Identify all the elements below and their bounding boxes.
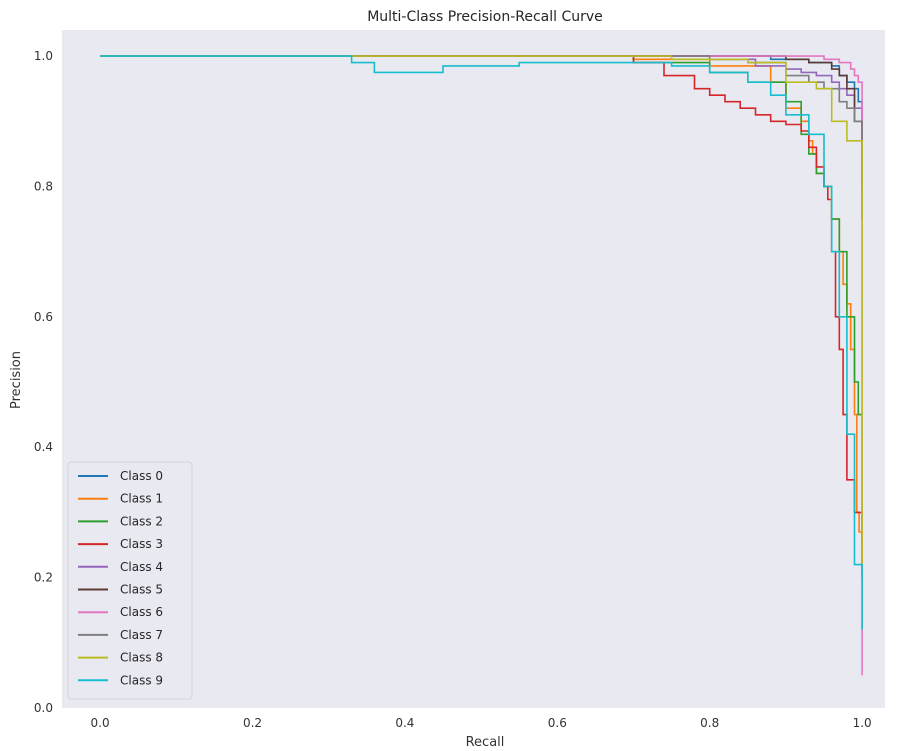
y-tick-label: 0.8 bbox=[34, 179, 53, 193]
legend-label: Class 0 bbox=[120, 469, 163, 483]
tick-layer: 0.0 0.2 0.4 0.6 0.8 1.0 0.0 0.2 0.4 0.6 0.8 1.0 bbox=[34, 49, 872, 730]
legend-label: Class 6 bbox=[120, 605, 163, 619]
legend-label: Class 1 bbox=[120, 492, 163, 506]
x-tick-label: 0.0 bbox=[91, 716, 110, 730]
y-tick-label: 0.4 bbox=[34, 440, 53, 454]
x-tick-label: 0.6 bbox=[548, 716, 567, 730]
y-tick-label: 1.0 bbox=[34, 49, 53, 63]
x-tick-label: 0.2 bbox=[243, 716, 262, 730]
legend-label: Class 8 bbox=[120, 651, 163, 665]
x-tick-label: 0.4 bbox=[395, 716, 414, 730]
series-line-class-3 bbox=[100, 55, 863, 578]
chart-title: Multi-Class Precision-Recall Curve bbox=[367, 9, 603, 25]
legend-label: Class 7 bbox=[120, 628, 163, 642]
legend-label: Class 3 bbox=[120, 537, 163, 551]
y-tick-label: 0.6 bbox=[34, 310, 53, 324]
series-layer bbox=[100, 55, 863, 676]
legend: Class 0 Class 1 Class 2 Class 3 Class 4 Class… bbox=[67, 461, 193, 700]
series-line-class-9 bbox=[100, 55, 863, 630]
series-line-class-6 bbox=[100, 55, 863, 676]
series-line-class-8 bbox=[100, 55, 863, 565]
y-axis-title: Precision bbox=[9, 351, 24, 409]
legend-label: Class 4 bbox=[120, 560, 163, 574]
y-tick-label: 0.0 bbox=[34, 701, 53, 715]
plot-area bbox=[62, 30, 885, 708]
x-tick-label: 0.8 bbox=[700, 716, 719, 730]
y-tick-label: 0.2 bbox=[34, 571, 53, 585]
legend-label: Class 2 bbox=[120, 514, 163, 528]
legend-label: Class 5 bbox=[120, 583, 163, 597]
x-tick-label: 1.0 bbox=[853, 716, 872, 730]
x-axis-title: Recall bbox=[466, 735, 505, 750]
legend-label: Class 9 bbox=[120, 673, 163, 687]
